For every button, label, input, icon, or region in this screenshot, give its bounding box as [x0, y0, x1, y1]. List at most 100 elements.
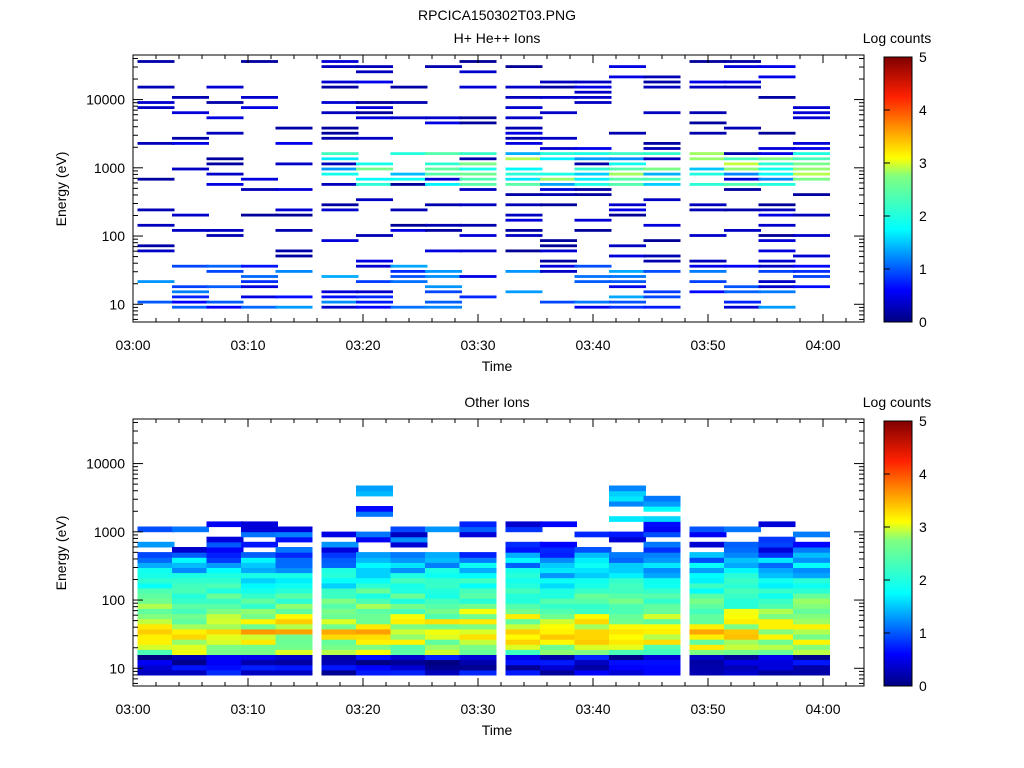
heatmap-cell [758, 147, 796, 150]
heatmap-cell [540, 111, 577, 115]
heatmap-cell [137, 669, 175, 676]
heatmap-cell [356, 613, 393, 620]
heatmap-cell [643, 111, 681, 115]
heatmap-cell [758, 613, 796, 620]
top-panel-title: H+ He++ Ions [454, 30, 541, 46]
heatmap-cell [574, 613, 612, 620]
heatmap-cell [275, 628, 313, 635]
x-tick-label: 03:20 [345, 337, 380, 353]
heatmap-cell [540, 664, 577, 671]
heatmap-cell [758, 285, 796, 289]
heatmap-cell [172, 608, 209, 615]
heatmap-cell [609, 644, 646, 650]
heatmap-cell [689, 85, 727, 89]
heatmap-cell [643, 603, 681, 609]
heatmap-cell [609, 157, 646, 161]
heatmap-cell [609, 618, 646, 625]
heatmap-cell [425, 618, 462, 625]
heatmap-cell [321, 562, 359, 568]
heatmap-cell [724, 654, 761, 661]
heatmap-cell [643, 254, 681, 258]
heatmap-cell [172, 264, 209, 268]
bottom-x-axis: 03:00 03:10 03:20 03:30 03:40 03:50 04:00 [115, 419, 847, 717]
heatmap-cell [390, 223, 428, 227]
heatmap-cell [724, 85, 761, 89]
heatmap-cell [241, 275, 278, 278]
heatmap-cell [793, 213, 830, 217]
heatmap-cell [758, 567, 796, 574]
heatmap-cell [540, 541, 577, 548]
heatmap-cell [643, 577, 681, 584]
heatmap-cell [689, 172, 727, 176]
heatmap-cell [459, 628, 497, 635]
heatmap-cell [574, 531, 612, 538]
heatmap-cell [321, 654, 359, 661]
heatmap-cell [425, 270, 462, 273]
heatmap-cell [643, 500, 681, 507]
heatmap-cell [724, 285, 761, 289]
heatmap-cell [172, 213, 209, 217]
heatmap-cell [172, 167, 209, 171]
heatmap-cell [609, 587, 646, 594]
heatmap-cell [275, 552, 313, 558]
heatmap-cell [724, 305, 761, 309]
heatmap-cell [793, 654, 830, 661]
heatmap-cell [540, 613, 577, 620]
heatmap-cell [172, 649, 209, 655]
heatmap-cell [137, 572, 175, 579]
heatmap-cell [505, 644, 543, 650]
heatmap-cell [206, 183, 244, 186]
heatmap-cell [172, 285, 209, 289]
heatmap-cell [609, 593, 646, 599]
heatmap-cell [275, 188, 313, 191]
heatmap-cell [643, 618, 681, 625]
heatmap-cell [425, 290, 462, 294]
heatmap-cell [206, 521, 244, 528]
heatmap-cell [356, 552, 393, 558]
heatmap-cell [206, 639, 244, 645]
heatmap-cell [758, 264, 796, 268]
heatmap-cell [609, 490, 646, 497]
heatmap-cell [137, 244, 175, 248]
heatmap-cell [459, 295, 497, 299]
heatmap-cell [356, 618, 393, 625]
bottom-panel: Other Ions 03:00 03:10 03:20 03:30 03:40 03:5… [53, 394, 931, 738]
heatmap-cell [425, 300, 462, 304]
heatmap-cell [206, 536, 244, 543]
heatmap-cell [540, 618, 577, 625]
heatmap-cell [505, 193, 543, 196]
heatmap-cell [206, 270, 244, 273]
heatmap-cell [540, 521, 577, 528]
heatmap-cell [643, 598, 681, 604]
heatmap-cell [574, 218, 612, 222]
heatmap-cell [793, 167, 830, 171]
heatmap-cell [172, 142, 209, 145]
heatmap-cell [459, 639, 497, 645]
heatmap-cell [172, 96, 209, 99]
heatmap-cell [609, 664, 646, 671]
heatmap-cell [724, 664, 761, 671]
heatmap-cell [724, 628, 761, 635]
x-tick-label: 03:30 [460, 337, 495, 353]
heatmap-cell [758, 177, 796, 181]
heatmap-cell [356, 198, 393, 202]
heatmap-cell [540, 649, 577, 655]
heatmap-cell [275, 295, 313, 299]
heatmap-cell [275, 613, 313, 620]
heatmap-cell [758, 162, 796, 166]
heatmap-cell [540, 582, 577, 589]
colorbar-tick-label: 2 [919, 208, 927, 224]
heatmap-cell [505, 623, 543, 630]
heatmap-cell [241, 582, 278, 589]
heatmap-cell [137, 649, 175, 655]
heatmap-cell [689, 259, 727, 263]
heatmap-cell [574, 608, 612, 615]
heatmap-cell [724, 80, 761, 84]
heatmap-cell [206, 557, 244, 563]
heatmap-cell [793, 147, 830, 150]
heatmap-cell [724, 587, 761, 594]
heatmap-cell [459, 669, 497, 676]
heatmap-cell [724, 634, 761, 640]
heatmap-cell [425, 628, 462, 635]
heatmap-cell [793, 562, 830, 568]
